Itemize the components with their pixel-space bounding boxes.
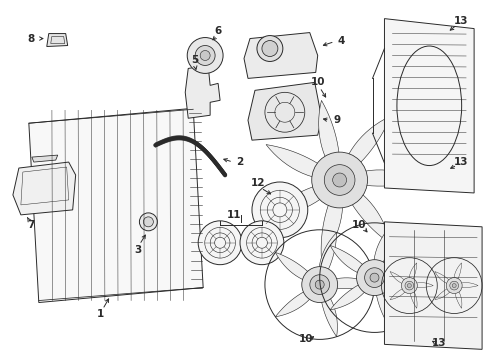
- Text: 13: 13: [454, 157, 468, 167]
- Polygon shape: [454, 285, 462, 308]
- Circle shape: [365, 268, 384, 288]
- Text: 8: 8: [27, 33, 34, 44]
- Circle shape: [302, 267, 338, 302]
- Circle shape: [257, 36, 283, 62]
- Circle shape: [240, 221, 284, 265]
- Circle shape: [310, 275, 330, 294]
- Polygon shape: [266, 145, 340, 180]
- Circle shape: [405, 281, 414, 290]
- Circle shape: [446, 278, 462, 293]
- Polygon shape: [435, 285, 454, 300]
- Polygon shape: [340, 180, 391, 244]
- Text: 10: 10: [311, 77, 325, 87]
- Polygon shape: [385, 19, 474, 193]
- Circle shape: [312, 152, 368, 208]
- Text: 3: 3: [135, 245, 142, 255]
- Polygon shape: [275, 285, 319, 317]
- Circle shape: [252, 182, 308, 238]
- Polygon shape: [319, 233, 337, 285]
- Polygon shape: [13, 162, 75, 215]
- Text: 9: 9: [333, 115, 340, 125]
- Polygon shape: [319, 278, 374, 289]
- Circle shape: [195, 45, 215, 66]
- Polygon shape: [340, 170, 421, 186]
- Text: 10: 10: [298, 334, 313, 345]
- Polygon shape: [244, 32, 318, 78]
- Text: 2: 2: [236, 157, 244, 167]
- Circle shape: [262, 41, 278, 57]
- Text: 7: 7: [27, 220, 34, 230]
- Circle shape: [450, 281, 459, 290]
- Polygon shape: [29, 108, 203, 302]
- Text: 5: 5: [192, 55, 199, 66]
- Circle shape: [200, 50, 210, 60]
- Circle shape: [324, 165, 355, 195]
- Polygon shape: [275, 252, 319, 285]
- Polygon shape: [454, 283, 478, 287]
- Polygon shape: [409, 285, 417, 308]
- Polygon shape: [32, 155, 58, 162]
- Polygon shape: [318, 100, 340, 180]
- Text: 4: 4: [338, 36, 345, 46]
- Polygon shape: [47, 33, 68, 46]
- Circle shape: [407, 284, 412, 288]
- Polygon shape: [409, 263, 417, 285]
- Circle shape: [401, 278, 417, 293]
- Polygon shape: [248, 82, 322, 140]
- Polygon shape: [266, 180, 340, 215]
- Text: 11: 11: [227, 210, 241, 220]
- Circle shape: [198, 221, 242, 265]
- Text: 12: 12: [251, 178, 265, 188]
- Polygon shape: [385, 222, 482, 349]
- Text: 13: 13: [454, 15, 468, 26]
- Text: 6: 6: [215, 26, 222, 36]
- Circle shape: [187, 37, 223, 73]
- Polygon shape: [390, 285, 409, 300]
- Circle shape: [140, 213, 157, 231]
- Polygon shape: [330, 278, 374, 310]
- Text: 1: 1: [97, 310, 104, 319]
- Circle shape: [315, 280, 324, 289]
- Text: 10: 10: [352, 220, 367, 230]
- Polygon shape: [319, 285, 337, 337]
- Text: 13: 13: [432, 338, 446, 348]
- Polygon shape: [374, 278, 392, 330]
- Polygon shape: [340, 116, 391, 180]
- Circle shape: [370, 273, 379, 282]
- Polygon shape: [390, 271, 409, 285]
- Circle shape: [333, 173, 346, 187]
- Polygon shape: [373, 225, 392, 278]
- Polygon shape: [330, 246, 374, 278]
- Polygon shape: [409, 283, 433, 287]
- Circle shape: [452, 284, 456, 288]
- Circle shape: [144, 217, 153, 227]
- Polygon shape: [374, 271, 429, 282]
- Polygon shape: [454, 263, 462, 285]
- Polygon shape: [185, 66, 220, 118]
- Circle shape: [357, 260, 392, 296]
- Polygon shape: [321, 180, 343, 260]
- Polygon shape: [435, 271, 454, 285]
